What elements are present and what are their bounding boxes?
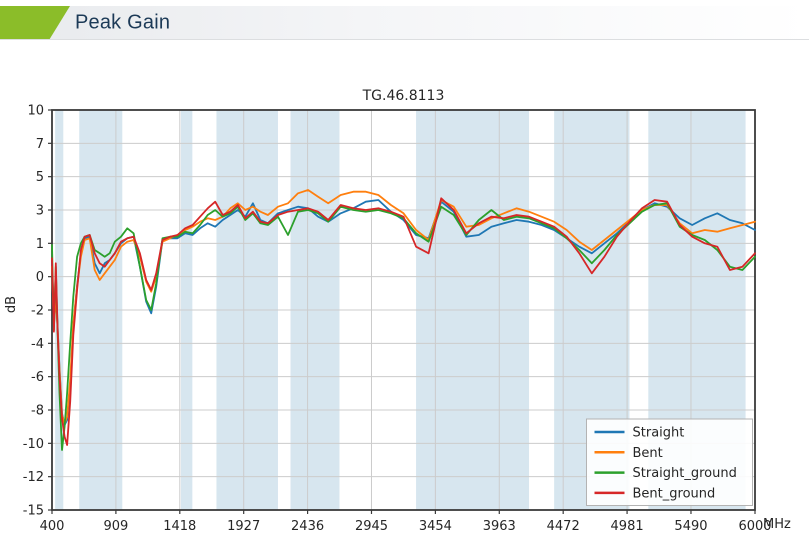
- x-tick-label: 4472: [547, 519, 580, 534]
- y-tick-label: 7: [36, 137, 44, 152]
- y-tick-label: -2: [31, 304, 44, 319]
- x-tick-label: 1927: [227, 519, 260, 534]
- x-tick-label: 4981: [611, 519, 644, 534]
- chart-title: TG.46.8113: [362, 88, 445, 104]
- section-header: Peak Gain: [0, 6, 809, 40]
- series-line-bent_ground: [51, 197, 756, 446]
- y-tick-label: -8: [31, 404, 44, 419]
- y-tick-label: -12: [23, 470, 44, 485]
- x-tick-label: 1418: [163, 519, 196, 534]
- x-tick-label: 400: [40, 519, 65, 534]
- y-tick-label: 0: [36, 270, 44, 285]
- y-tick-label: -15: [23, 504, 44, 519]
- series-line-bent: [51, 189, 756, 425]
- x-tick-label: 5490: [674, 519, 707, 534]
- x-axis-unit: MHz: [763, 517, 791, 532]
- y-tick-label: 1: [36, 237, 44, 252]
- y-tick-label: 3: [36, 204, 44, 219]
- x-tick-label: 909: [103, 519, 128, 534]
- x-tick-label: 2945: [355, 519, 388, 534]
- y-tick-label: -10: [23, 437, 44, 452]
- legend-label-bent: Bent: [633, 446, 663, 461]
- x-tick-label: 3454: [419, 519, 452, 534]
- x-tick-label: 2436: [291, 519, 324, 534]
- y-tick-label: -4: [31, 337, 44, 352]
- x-tick-label: 3963: [483, 519, 516, 534]
- y-tick-label: 10: [27, 104, 44, 119]
- y-tick-label: 5: [36, 170, 44, 185]
- x-tick-label: 6000: [738, 519, 771, 534]
- legend-label-straight_ground: Straight_ground: [633, 466, 737, 481]
- y-tick-label: -6: [31, 370, 44, 385]
- legend-label-straight: Straight: [633, 426, 685, 441]
- page-title: Peak Gain: [75, 11, 171, 33]
- legend-label-bent_ground: Bent_ground: [633, 486, 716, 501]
- legend-box: [586, 418, 753, 506]
